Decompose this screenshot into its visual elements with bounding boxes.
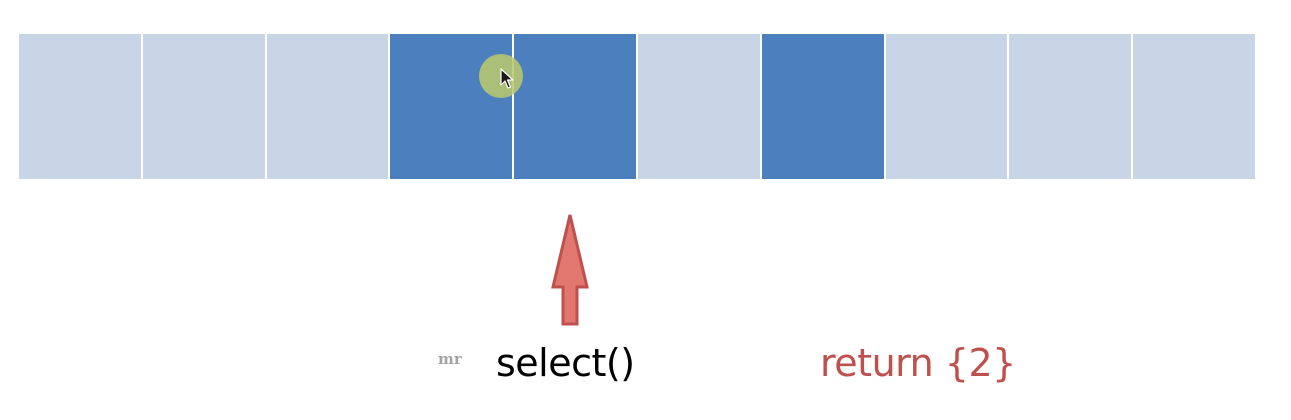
mouse-pointer-icon [500, 68, 514, 89]
up-arrow-icon [551, 214, 589, 326]
cell [885, 34, 1008, 179]
cell [1009, 34, 1132, 179]
cell [266, 34, 389, 179]
cell-selected [761, 34, 884, 179]
cell-array [19, 34, 1255, 179]
select-call-label: select() [496, 341, 635, 385]
watermark: mr [438, 350, 462, 368]
cell-selected [514, 34, 636, 179]
cell [1133, 34, 1255, 179]
cell [19, 34, 141, 179]
cell [637, 34, 760, 179]
cell [142, 34, 265, 179]
return-value-label: return {2} [820, 341, 1016, 385]
